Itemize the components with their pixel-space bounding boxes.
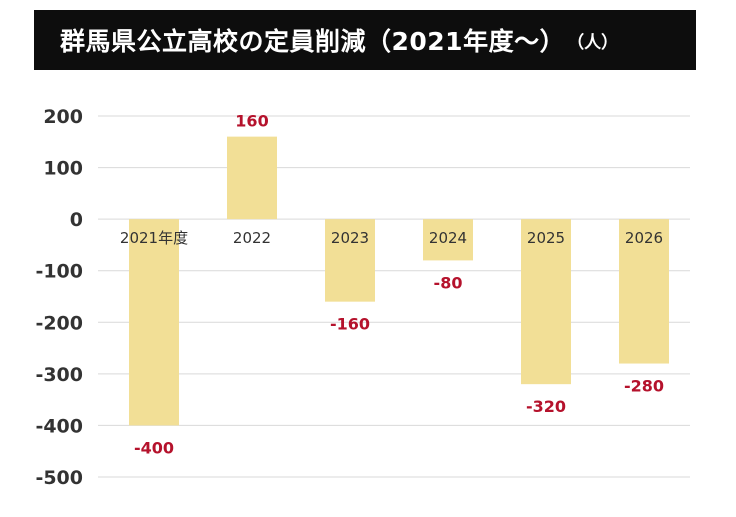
bar bbox=[325, 219, 375, 302]
data-label: -400 bbox=[134, 438, 174, 457]
x-category-label: 2021年度 bbox=[120, 229, 188, 247]
data-label: 160 bbox=[235, 112, 268, 131]
data-labels: -400 160 -160 -80 -320 -280 bbox=[134, 112, 664, 458]
x-category-label: 2023 bbox=[331, 229, 369, 247]
chart-title-bar: 群馬県公立高校の定員削減（2021年度～） （人） bbox=[34, 10, 696, 70]
y-tick-label: -300 bbox=[35, 364, 83, 386]
chart-title: 群馬県公立高校の定員削減（2021年度～） bbox=[60, 27, 566, 56]
y-tick-label: 100 bbox=[43, 158, 83, 180]
y-tick-label: -200 bbox=[35, 312, 83, 334]
x-category-label: 2022 bbox=[233, 229, 271, 247]
y-tick-label: -100 bbox=[35, 261, 83, 283]
x-category-label: 2025 bbox=[527, 229, 565, 247]
data-label: -320 bbox=[526, 397, 566, 416]
bar bbox=[423, 219, 473, 261]
y-tick-label: 200 bbox=[43, 106, 83, 128]
grid-lines bbox=[98, 115, 690, 478]
bar bbox=[129, 219, 179, 426]
y-tick-label: 0 bbox=[70, 209, 83, 231]
x-category-label: 2026 bbox=[625, 229, 663, 247]
y-axis: 200 100 0 -100 -200 -300 -400 -500 bbox=[35, 106, 83, 489]
bar bbox=[619, 219, 669, 364]
chart-unit: （人） bbox=[567, 32, 619, 53]
x-category-label: 2024 bbox=[429, 229, 467, 247]
data-label: -80 bbox=[434, 273, 463, 292]
y-tick-label: -500 bbox=[35, 467, 83, 489]
y-tick-label: -400 bbox=[35, 415, 83, 437]
bar bbox=[521, 219, 571, 385]
data-label: -280 bbox=[624, 377, 664, 396]
bars bbox=[129, 136, 669, 426]
data-label: -160 bbox=[330, 315, 370, 334]
x-axis-categories: 2021年度 2022 2023 2024 2025 2026 bbox=[120, 229, 663, 247]
bar bbox=[227, 136, 277, 220]
